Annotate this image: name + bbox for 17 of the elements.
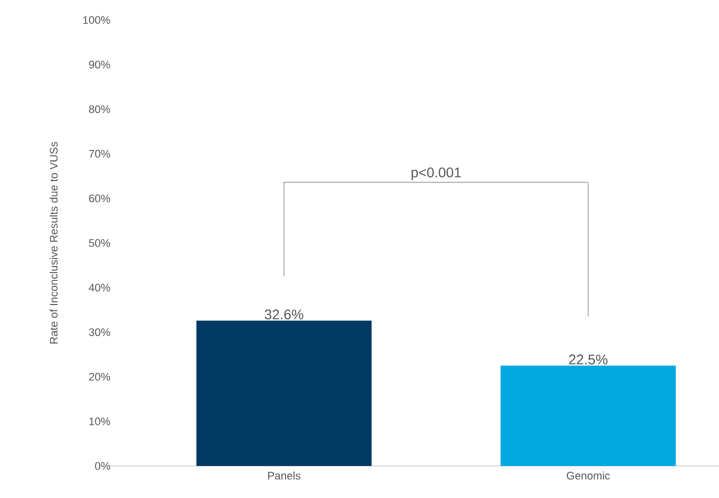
x-tick-label: Genomic — [566, 472, 610, 480]
annotation: p<0.001 — [412, 167, 461, 180]
y-axis-title: Rate of Inconclusive Results due to VUSs — [50, 142, 58, 344]
y-tick-label: 70% — [89, 150, 110, 158]
y-tick-label: 40% — [88, 284, 110, 292]
y-tick-label: 50% — [88, 239, 110, 247]
data-label: 32.6% — [264, 310, 304, 320]
y-tick-label: 0% — [95, 462, 110, 470]
y-tick-label: 90% — [89, 60, 110, 68]
y-tick-label: 20% — [89, 372, 110, 381]
x-tick-label: Panels — [268, 472, 300, 480]
y-tick-label: 10% — [89, 418, 110, 426]
y-tick-label: 100% — [83, 16, 110, 24]
y-tick-label: 60% — [89, 194, 110, 202]
y-tick-label: 80% — [89, 105, 110, 114]
y-tick-label: 30% — [88, 328, 110, 336]
data-label: 22.5% — [569, 354, 608, 364]
